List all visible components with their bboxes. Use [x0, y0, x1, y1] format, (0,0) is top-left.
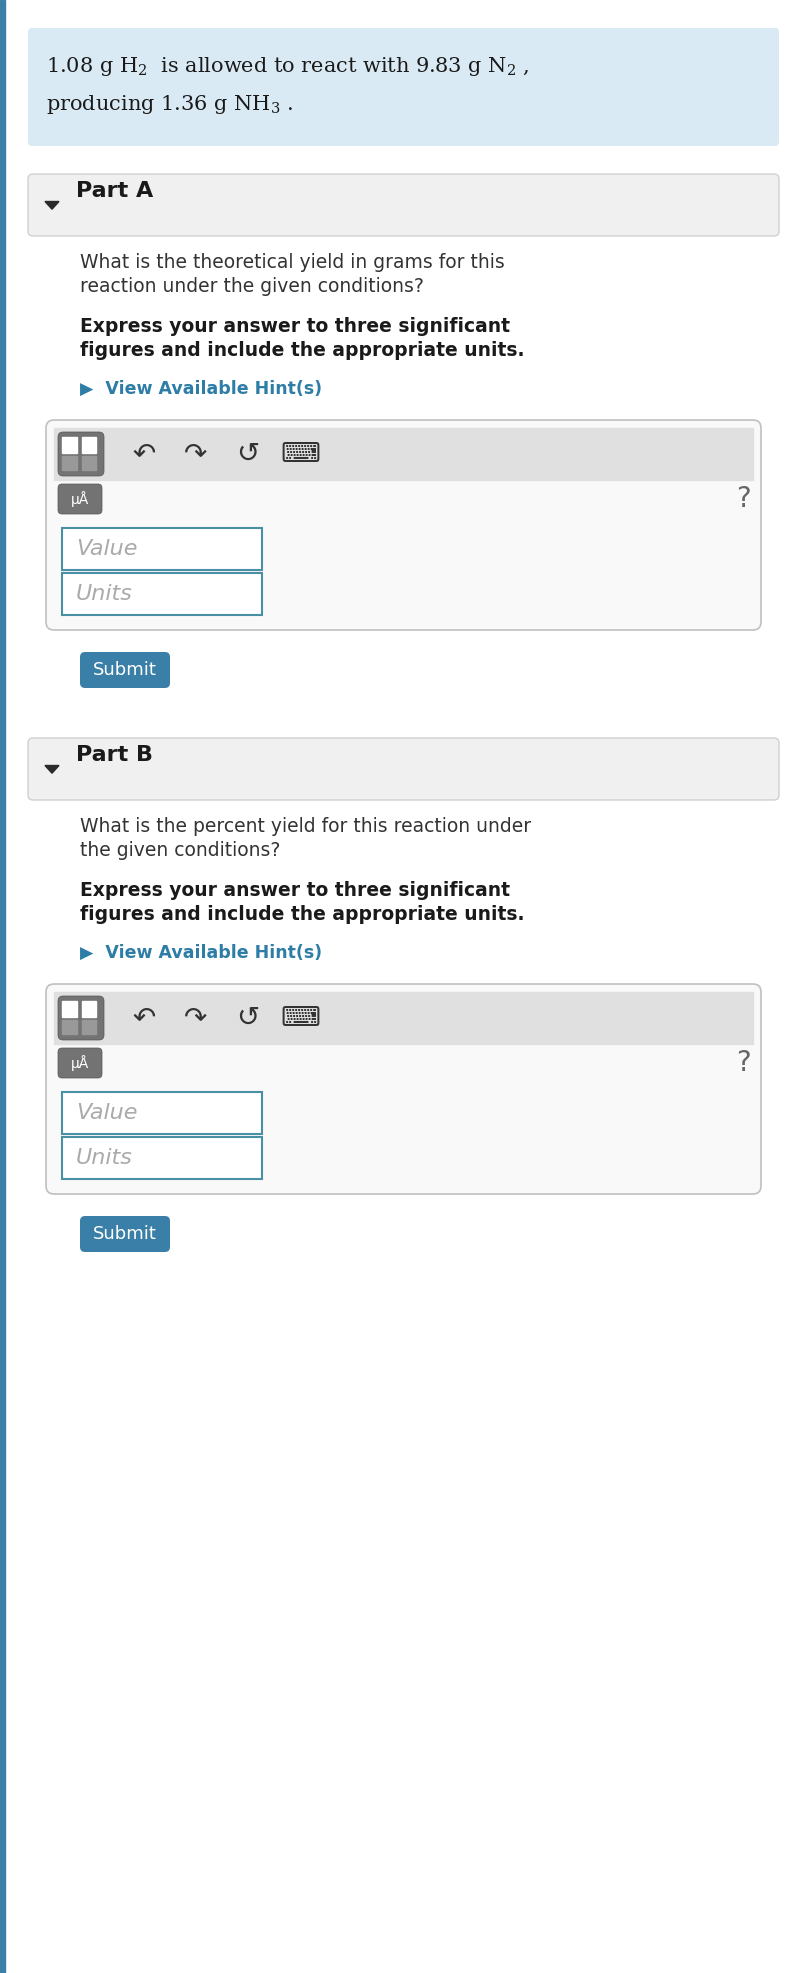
Bar — [62, 1020, 77, 1034]
Text: ↺: ↺ — [236, 1004, 260, 1032]
Text: ?: ? — [736, 485, 751, 513]
Bar — [54, 992, 753, 1044]
Bar — [82, 436, 96, 454]
FancyBboxPatch shape — [80, 1215, 170, 1253]
Text: producing 1.36 g $\mathregular{NH_3}$ .: producing 1.36 g $\mathregular{NH_3}$ . — [46, 93, 294, 116]
Text: Part A: Part A — [76, 182, 153, 201]
FancyBboxPatch shape — [46, 985, 761, 1194]
Bar — [62, 1136, 262, 1180]
Bar — [62, 1000, 77, 1016]
Bar — [62, 572, 262, 616]
FancyBboxPatch shape — [58, 432, 104, 475]
Polygon shape — [45, 766, 59, 773]
Text: Express your answer to three significant: Express your answer to three significant — [80, 318, 510, 335]
Text: figures and include the appropriate units.: figures and include the appropriate unit… — [80, 341, 525, 359]
Text: ↷: ↷ — [184, 1004, 207, 1032]
Text: ↷: ↷ — [184, 440, 207, 468]
Text: ↶: ↶ — [132, 1004, 156, 1032]
FancyBboxPatch shape — [80, 651, 170, 689]
Bar — [62, 456, 77, 470]
Bar — [62, 1091, 262, 1134]
Text: ?: ? — [736, 1050, 751, 1077]
Text: Submit: Submit — [93, 1225, 157, 1243]
Text: ⌨: ⌨ — [280, 1004, 320, 1032]
Text: figures and include the appropriate units.: figures and include the appropriate unit… — [80, 906, 525, 923]
Bar — [82, 1020, 96, 1034]
Bar — [82, 456, 96, 470]
FancyBboxPatch shape — [28, 738, 779, 799]
FancyBboxPatch shape — [28, 28, 779, 146]
Text: ⌨: ⌨ — [280, 440, 320, 468]
Text: Value: Value — [76, 1103, 137, 1123]
Text: μÅ: μÅ — [71, 1056, 89, 1071]
Text: What is the theoretical yield in grams for this: What is the theoretical yield in grams f… — [80, 253, 504, 272]
FancyBboxPatch shape — [46, 420, 761, 629]
Text: What is the percent yield for this reaction under: What is the percent yield for this react… — [80, 817, 531, 837]
Text: Express your answer to three significant: Express your answer to three significant — [80, 882, 510, 900]
Polygon shape — [45, 201, 59, 209]
Text: 1.08 g $\mathregular{H_2}$  is allowed to react with 9.83 g $\mathregular{N_2}$ : 1.08 g $\mathregular{H_2}$ is allowed to… — [46, 55, 529, 79]
Text: ↺: ↺ — [236, 440, 260, 468]
Text: ▶  View Available Hint(s): ▶ View Available Hint(s) — [80, 943, 322, 963]
FancyBboxPatch shape — [58, 483, 102, 515]
Bar — [54, 428, 753, 479]
Text: the given conditions?: the given conditions? — [80, 840, 280, 860]
Text: Submit: Submit — [93, 661, 157, 679]
Bar — [62, 436, 77, 454]
Bar — [62, 529, 262, 570]
Bar — [82, 1000, 96, 1016]
FancyBboxPatch shape — [28, 174, 779, 237]
FancyBboxPatch shape — [58, 996, 104, 1040]
Text: ▶  View Available Hint(s): ▶ View Available Hint(s) — [80, 381, 322, 399]
Text: Units: Units — [76, 1148, 133, 1168]
Text: Units: Units — [76, 584, 133, 604]
Text: ↶: ↶ — [132, 440, 156, 468]
Text: Part B: Part B — [76, 746, 153, 766]
Text: Value: Value — [76, 539, 137, 558]
FancyBboxPatch shape — [58, 1048, 102, 1077]
Bar — [0, 0, 5, 1973]
Text: μÅ: μÅ — [71, 491, 89, 507]
Text: reaction under the given conditions?: reaction under the given conditions? — [80, 276, 424, 296]
